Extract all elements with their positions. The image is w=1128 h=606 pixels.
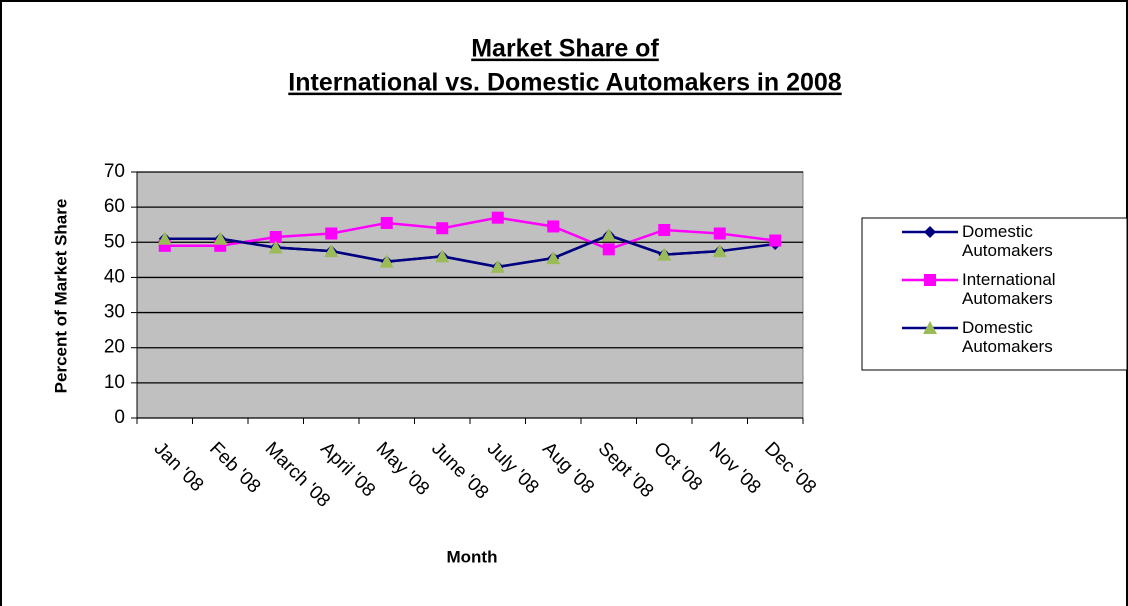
x-tick-label: Aug '08 — [538, 438, 598, 498]
legend-label: Domestic Automakers — [962, 318, 1053, 356]
marker-triangle — [157, 231, 172, 245]
marker-triangle — [435, 249, 450, 263]
x-tick-label: Nov '08 — [705, 438, 765, 498]
x-tick-label: June '08 — [427, 438, 492, 503]
marker-triangle — [379, 254, 394, 268]
y-tick-label: 10 — [104, 372, 125, 393]
y-axis-title: Percent of Market Share — [51, 199, 70, 394]
legend-box — [861, 217, 1128, 371]
chart-title: Market Share of — [471, 35, 659, 63]
marker-square — [380, 216, 393, 229]
series-line — [164, 216, 776, 251]
marker-square — [602, 243, 615, 256]
legend-label: Domestic Automakers — [962, 222, 1053, 260]
marker-triangle — [490, 259, 505, 273]
x-tick-label: Feb '08 — [205, 438, 264, 497]
y-tick-label: 40 — [104, 266, 125, 287]
y-tick-label: 0 — [114, 407, 125, 428]
marker-square — [924, 274, 936, 286]
chart-title: International vs. Domestic Automakers in… — [288, 69, 842, 97]
x-tick-label: Sept '08 — [594, 438, 658, 502]
marker-triangle — [546, 251, 561, 265]
x-tick-label: Jan '08 — [150, 438, 208, 496]
marker-square — [547, 220, 560, 233]
marker-square — [436, 222, 449, 235]
marker-triangle — [657, 247, 672, 261]
marker-square — [769, 234, 782, 247]
plot-area — [136, 171, 804, 419]
marker-square — [325, 227, 338, 240]
marker-triangle — [268, 240, 283, 254]
y-tick-label: 60 — [104, 196, 125, 217]
y-tick-label: 30 — [104, 302, 125, 323]
marker-triangle — [324, 244, 339, 258]
y-tick-label: 20 — [104, 337, 125, 358]
marker-triangle — [712, 244, 727, 258]
y-tick-label: 50 — [104, 231, 125, 252]
x-tick-label: Dec '08 — [760, 438, 820, 498]
marker-triangle — [601, 228, 616, 242]
marker-triangle — [923, 321, 937, 334]
x-axis-title: Month — [447, 547, 498, 566]
marker-square — [269, 231, 282, 244]
legend-label: International Automakers — [962, 270, 1056, 308]
y-tick-label: 70 — [104, 161, 125, 182]
marker-square — [491, 211, 504, 224]
marker-triangle — [213, 231, 228, 245]
marker-diamond — [924, 226, 936, 238]
marker-square — [713, 227, 726, 240]
x-tick-label: May '08 — [372, 438, 433, 499]
marker-square — [658, 223, 671, 236]
